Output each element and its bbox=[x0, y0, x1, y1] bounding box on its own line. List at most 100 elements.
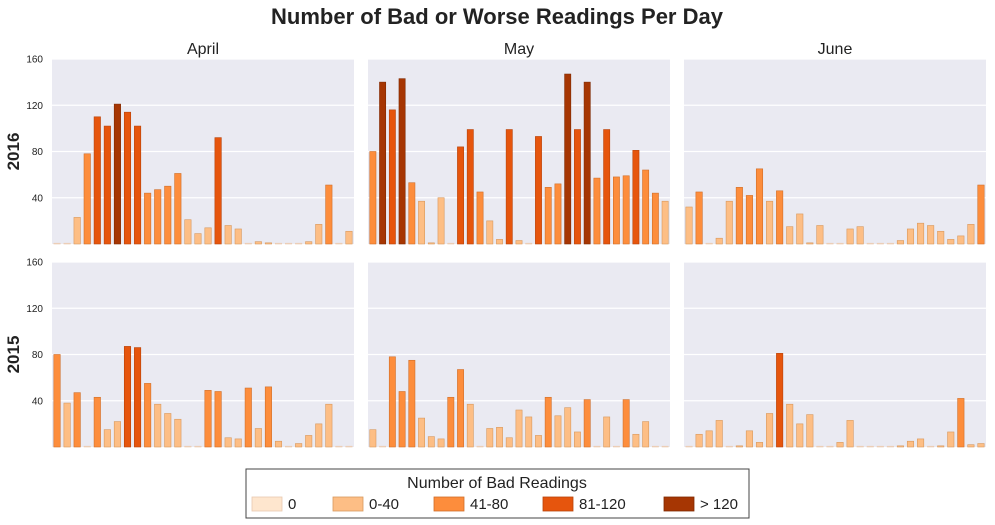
bar bbox=[164, 413, 172, 448]
bar bbox=[977, 184, 985, 245]
bar bbox=[937, 230, 945, 245]
bar bbox=[685, 445, 693, 448]
y-tick-label: 80 bbox=[32, 147, 44, 158]
bar bbox=[174, 173, 182, 245]
bar bbox=[917, 222, 925, 245]
bar bbox=[866, 445, 874, 448]
bar bbox=[613, 176, 620, 245]
bar bbox=[234, 228, 242, 245]
bar bbox=[816, 445, 824, 448]
legend-label: 41-80 bbox=[470, 496, 508, 513]
bar bbox=[496, 427, 503, 448]
bar bbox=[622, 399, 630, 448]
bar bbox=[418, 417, 425, 448]
bar bbox=[806, 414, 814, 448]
bar bbox=[103, 429, 111, 448]
row-label-2016: 2016 bbox=[4, 133, 23, 171]
bar bbox=[886, 445, 894, 448]
bar bbox=[345, 230, 353, 245]
bar bbox=[325, 403, 333, 448]
y-tick-label: 80 bbox=[32, 350, 44, 361]
bar bbox=[554, 183, 562, 245]
bar bbox=[123, 346, 132, 448]
legend-item: 0-40 bbox=[332, 496, 399, 513]
bar bbox=[685, 206, 693, 245]
bar bbox=[437, 197, 445, 245]
legend-swatch bbox=[663, 496, 695, 512]
bar bbox=[705, 242, 713, 245]
legend-item: > 120 bbox=[663, 496, 738, 513]
bar bbox=[244, 387, 252, 448]
bar bbox=[766, 200, 774, 245]
bar bbox=[274, 440, 283, 448]
legend-title: Number of Bad Readings bbox=[407, 475, 587, 492]
bar bbox=[457, 369, 464, 448]
bar bbox=[144, 383, 152, 448]
bar bbox=[204, 390, 212, 448]
bar bbox=[486, 220, 494, 245]
bar bbox=[335, 242, 343, 245]
bar bbox=[846, 228, 854, 245]
bar bbox=[906, 228, 915, 245]
bar bbox=[113, 421, 121, 448]
bar bbox=[876, 445, 884, 448]
bar bbox=[437, 438, 445, 448]
bar bbox=[194, 445, 202, 448]
bar bbox=[63, 402, 71, 448]
bar bbox=[735, 445, 743, 448]
legend-item: 41-80 bbox=[433, 496, 508, 513]
bar bbox=[83, 153, 91, 245]
bar bbox=[651, 445, 659, 448]
bar bbox=[574, 129, 581, 245]
bar bbox=[325, 184, 333, 245]
bar bbox=[515, 409, 523, 448]
bar bbox=[593, 445, 601, 448]
bar bbox=[295, 443, 303, 448]
bar bbox=[695, 191, 703, 245]
bar bbox=[345, 445, 353, 448]
bar bbox=[816, 225, 824, 245]
bar bbox=[544, 396, 552, 448]
bar bbox=[134, 347, 142, 448]
panel-april-2015: 40 80 120 160 bbox=[26, 258, 354, 448]
bar bbox=[224, 225, 232, 245]
bar bbox=[603, 416, 611, 448]
panel-june-2015 bbox=[684, 261, 986, 448]
bar bbox=[735, 187, 743, 245]
bar bbox=[285, 242, 293, 245]
bar bbox=[93, 396, 101, 448]
bar bbox=[214, 391, 222, 448]
bar bbox=[447, 396, 455, 448]
legend-swatch bbox=[332, 496, 364, 512]
bar bbox=[715, 237, 723, 245]
legend-swatch bbox=[542, 496, 574, 512]
bar bbox=[725, 200, 733, 245]
bar bbox=[836, 242, 844, 245]
bar bbox=[369, 151, 377, 245]
legend-label: > 120 bbox=[700, 496, 738, 513]
bar bbox=[264, 242, 272, 245]
bar bbox=[603, 129, 611, 245]
bar bbox=[315, 423, 323, 448]
bar bbox=[695, 433, 703, 448]
bar bbox=[295, 242, 303, 245]
bar bbox=[505, 129, 513, 245]
bar bbox=[725, 445, 733, 448]
bar bbox=[661, 200, 669, 245]
bar bbox=[632, 433, 640, 448]
legend-swatch bbox=[433, 496, 465, 512]
y-tick-label: 160 bbox=[26, 258, 43, 269]
bar bbox=[967, 224, 975, 245]
bar bbox=[856, 226, 864, 245]
bar bbox=[776, 190, 784, 245]
bar bbox=[457, 146, 464, 245]
bar bbox=[554, 415, 562, 448]
bar bbox=[745, 195, 753, 245]
bar bbox=[83, 445, 91, 448]
legend-label: 0 bbox=[288, 496, 296, 513]
bar bbox=[447, 242, 455, 245]
bar bbox=[285, 445, 293, 448]
bar bbox=[786, 226, 794, 245]
bar bbox=[379, 445, 387, 448]
bar bbox=[154, 189, 162, 245]
